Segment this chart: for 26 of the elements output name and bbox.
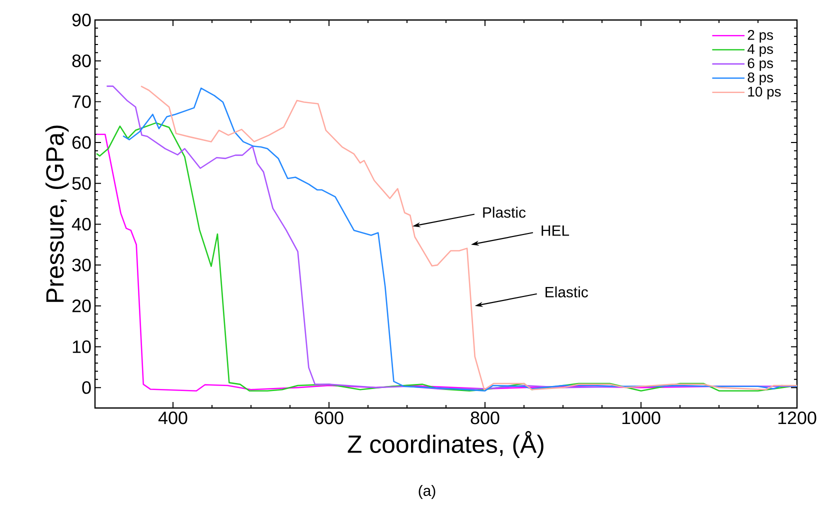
- x-tick-label: 1200: [778, 412, 816, 424]
- annotation: Plastic: [483, 206, 526, 218]
- annotation: Elastic: [546, 286, 588, 298]
- y-tick-label: 50: [72, 177, 91, 190]
- legend-label: 8 ps: [748, 72, 774, 86]
- annotation: HEL: [542, 225, 570, 236]
- y-axis-title: Pressure, (GPa): [45, 126, 69, 302]
- text: (a): [418, 485, 436, 499]
- y-tick-label: 20: [72, 300, 91, 312]
- y-tick-label: 30: [72, 258, 91, 272]
- x-tick-label: 1000: [622, 412, 660, 424]
- y-tick-label: 90: [72, 14, 91, 26]
- y-tick-label: 60: [72, 136, 91, 149]
- y-tick-label: 70: [72, 95, 91, 108]
- y-tick-label: 80: [72, 54, 91, 68]
- y-tick-label: 40: [72, 218, 91, 231]
- x-tick-label: 800: [470, 412, 500, 424]
- y-tick-label: 10: [72, 340, 91, 354]
- legend-label: 4 ps: [747, 44, 774, 57]
- legend-label: 2 ps: [748, 30, 774, 43]
- legend-label: 10 ps: [748, 86, 781, 100]
- legend-label: 6 ps: [748, 58, 774, 71]
- x-tick-label: 600: [314, 412, 344, 424]
- x-axis-title: Z coordinates, (Å): [348, 431, 544, 458]
- x-tick-label: 400: [158, 412, 188, 424]
- y-tick-label: 0: [82, 381, 91, 394]
